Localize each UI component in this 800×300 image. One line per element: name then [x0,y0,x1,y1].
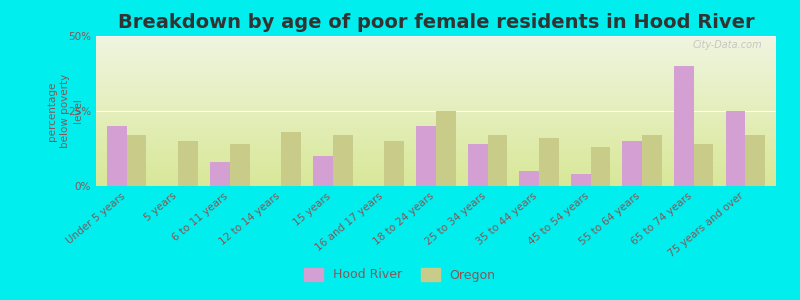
Bar [674,66,694,186]
Bar [127,135,146,186]
Bar [590,147,610,186]
Bar [694,144,713,186]
Bar [385,141,404,186]
Bar [487,135,507,186]
Bar [539,138,558,186]
Bar [230,144,250,186]
Bar [468,144,487,186]
Bar [745,135,765,186]
Bar [622,141,642,186]
Bar [314,156,333,186]
Bar [417,126,436,186]
Legend: Hood River, Oregon: Hood River, Oregon [298,262,502,288]
Bar [333,135,353,186]
Bar [571,174,590,186]
Text: City-Data.com: City-Data.com [693,40,762,50]
Bar [178,141,198,186]
Y-axis label: percentage
below poverty
level: percentage below poverty level [47,74,83,148]
Bar [282,132,301,186]
Bar [436,111,455,186]
Bar [519,171,539,186]
Bar [107,126,127,186]
Bar [642,135,662,186]
Bar [726,111,745,186]
Bar [210,162,230,186]
Title: Breakdown by age of poor female residents in Hood River: Breakdown by age of poor female resident… [118,13,754,32]
